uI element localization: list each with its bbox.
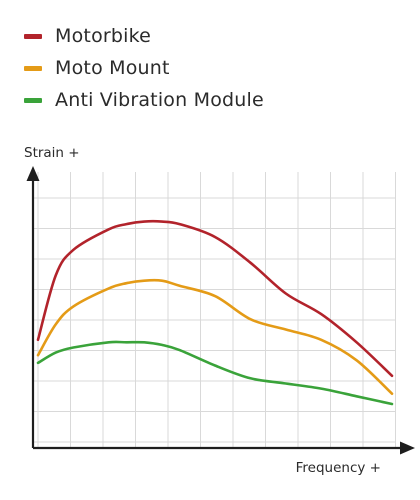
series-group xyxy=(36,219,394,406)
x-axis-label: Frequency + xyxy=(296,460,381,476)
axes xyxy=(26,166,415,455)
legend-label-anti-vibration-module: Anti Vibration Module xyxy=(55,89,264,111)
y-axis-arrow xyxy=(26,166,40,181)
legend-swatch-moto-mount xyxy=(24,65,42,71)
grid-lines xyxy=(33,172,396,448)
series-line-moto-mount xyxy=(36,278,394,395)
legend-label-motorbike: Motorbike xyxy=(55,25,152,47)
series-line-motorbike xyxy=(36,219,394,378)
legend-swatch-motorbike xyxy=(24,33,42,39)
legend: Motorbike Moto Mount Anti Vibration Modu… xyxy=(24,20,264,116)
legend-item-moto-mount: Moto Mount xyxy=(24,52,264,84)
series-line-anti-vibration-module xyxy=(36,340,394,406)
legend-item-anti-vibration-module: Anti Vibration Module xyxy=(24,84,264,116)
y-axis-label: Strain + xyxy=(24,145,80,161)
legend-swatch-anti-vibration-module xyxy=(24,97,42,103)
legend-item-motorbike: Motorbike xyxy=(24,20,264,52)
x-axis-arrow xyxy=(400,441,415,455)
legend-label-moto-mount: Moto Mount xyxy=(55,57,170,79)
